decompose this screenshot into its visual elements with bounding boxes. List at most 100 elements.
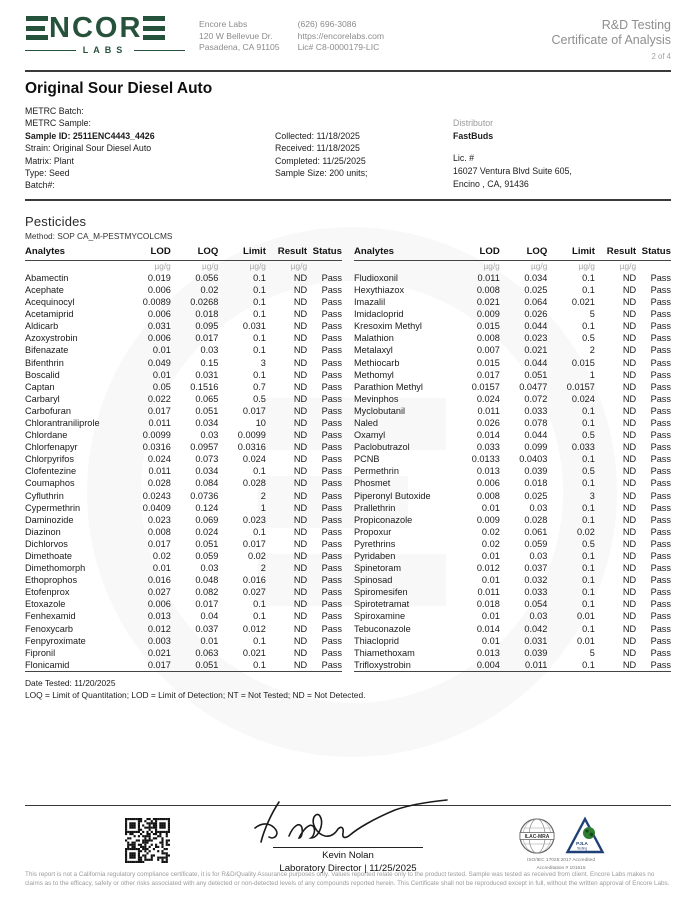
- table-row: Paclobutrazol 0.033 0.099 0.033 ND Pass: [354, 441, 671, 453]
- limit-value: 0.1: [253, 309, 266, 320]
- loq-value: 0.073: [195, 454, 219, 465]
- unit-label: µg/g: [154, 260, 171, 271]
- lod-value: 0.017: [147, 405, 171, 416]
- result-value: ND: [293, 611, 308, 622]
- logo-labs-text: LABS: [82, 45, 128, 55]
- result-value: ND: [622, 272, 637, 283]
- analyte-name: Naled: [354, 417, 379, 428]
- result-value: ND: [622, 490, 637, 501]
- status-value: Pass: [321, 490, 342, 501]
- result-value: ND: [293, 417, 308, 428]
- lod-value: 0.031: [147, 321, 171, 332]
- analyte-name: Chlorantraniliprole: [25, 417, 100, 428]
- lod-value: 0.02: [481, 538, 500, 549]
- result-value: ND: [293, 393, 308, 404]
- analyte-name: Parathion Methyl: [354, 381, 423, 392]
- result-value: ND: [293, 405, 308, 416]
- table-row: Captan 0.05 0.1516 0.7 ND Pass: [25, 381, 342, 393]
- sample-title: Original Sour Diesel Auto: [25, 80, 213, 97]
- table-row: Piperonyl Butoxide 0.008 0.025 3 ND Pass: [354, 490, 671, 502]
- lod-value: 0.021: [147, 647, 171, 658]
- result-value: ND: [622, 478, 637, 489]
- analyte-name: Propiconazole: [354, 514, 413, 525]
- result-value: ND: [622, 345, 637, 356]
- analyte-name: Dichlorvos: [25, 538, 68, 549]
- status-value: Pass: [650, 502, 671, 513]
- result-value: ND: [622, 297, 637, 308]
- analyte-name: Chlordane: [25, 430, 68, 441]
- limit-value: 0.5: [582, 430, 595, 441]
- status-value: Pass: [321, 297, 342, 308]
- table-row: Spiromesifen 0.011 0.033 0.1 ND Pass: [354, 586, 671, 598]
- status-value: Pass: [650, 575, 671, 586]
- result-value: ND: [293, 514, 308, 525]
- result-value: ND: [293, 478, 308, 489]
- analyte-name: Malathion: [354, 333, 394, 344]
- loq-value: 0.03: [529, 551, 548, 561]
- analyte-name: Trifloxystrobin: [354, 659, 411, 670]
- limit-value: 1: [260, 502, 266, 513]
- loq-value: 0.039: [524, 647, 548, 658]
- lod-value: 0.049: [147, 357, 171, 368]
- analyte-name: Imazalil: [354, 297, 386, 308]
- col-result: Result: [265, 244, 308, 261]
- col-result: Result: [594, 244, 637, 261]
- status-value: Pass: [321, 635, 342, 646]
- table-row: Propiconazole 0.009 0.028 0.1 ND Pass: [354, 514, 671, 526]
- limit-value: 0.1: [253, 369, 266, 380]
- status-value: Pass: [321, 272, 342, 283]
- table-row: Etofenprox 0.027 0.082 0.027 ND Pass: [25, 586, 342, 598]
- status-value: Pass: [321, 659, 342, 670]
- lod-value: 0.01: [152, 369, 171, 380]
- analyte-name: Chlorfenapyr: [25, 442, 78, 453]
- lod-value: 0.023: [147, 514, 171, 525]
- pjla-badge-icon: PJLA Testing: [565, 816, 605, 854]
- svg-text:PJLA: PJLA: [576, 841, 588, 846]
- loq-value: 0.034: [195, 417, 219, 428]
- result-value: ND: [622, 442, 637, 453]
- limit-value: 2: [589, 345, 595, 356]
- lod-value: 0.014: [476, 623, 500, 634]
- lod-value: 0.017: [147, 659, 171, 670]
- table-row: Chlorfenapyr 0.0316 0.0957 0.0316 ND Pass: [25, 441, 342, 453]
- collected-date: Collected: 11/18/2025: [275, 131, 360, 141]
- lod-value: 0.0089: [142, 297, 171, 308]
- lab-name: Encore Labs: [199, 19, 248, 29]
- sample-divider: [25, 198, 671, 201]
- result-value: ND: [622, 563, 637, 574]
- analyte-name: PCNB: [354, 454, 380, 465]
- loq-value: 0.051: [195, 538, 219, 549]
- limit-value: 0.017: [242, 405, 266, 416]
- result-value: ND: [622, 502, 637, 513]
- lod-value: 0.021: [476, 297, 500, 308]
- status-value: Pass: [321, 551, 342, 561]
- table-header-row: Analytes LOD LOQ Limit Result Status: [354, 244, 671, 261]
- lod-value: 0.0409: [142, 502, 171, 513]
- analyte-name: Azoxystrobin: [25, 333, 78, 344]
- qr-code: [125, 818, 170, 863]
- status-value: Pass: [650, 393, 671, 404]
- status-value: Pass: [321, 478, 342, 489]
- limit-value: 0.0099: [237, 430, 266, 441]
- loq-value: 0.15: [200, 357, 219, 368]
- distributor-lic-label: Lic. #: [453, 153, 475, 163]
- status-value: Pass: [321, 647, 342, 658]
- lod-value: 0.01: [481, 635, 500, 646]
- loq-value: 0.024: [195, 526, 219, 537]
- limit-value: 0.1: [582, 417, 595, 428]
- lod-value: 0.011: [477, 272, 500, 283]
- status-value: Pass: [321, 405, 342, 416]
- analyte-name: Thiacloprid: [354, 635, 399, 646]
- table-header-row: Analytes LOD LOQ Limit Result Status: [25, 244, 342, 261]
- lod-value: 0.008: [476, 284, 500, 295]
- lod-value: 0.004: [476, 659, 500, 670]
- loq-value: 0.0268: [190, 297, 219, 308]
- loq-value: 0.0957: [190, 442, 219, 453]
- table-row: PCNB 0.0133 0.0403 0.1 ND Pass: [354, 453, 671, 465]
- table-row: Ethoprophos 0.016 0.048 0.016 ND Pass: [25, 574, 342, 586]
- result-value: ND: [622, 647, 637, 658]
- report-type: R&D Testing: [601, 18, 671, 32]
- table-row: Fludioxonil 0.011 0.034 0.1 ND Pass: [354, 272, 671, 284]
- loq-value: 0.037: [195, 623, 219, 634]
- analyte-name: Acetamiprid: [25, 309, 74, 320]
